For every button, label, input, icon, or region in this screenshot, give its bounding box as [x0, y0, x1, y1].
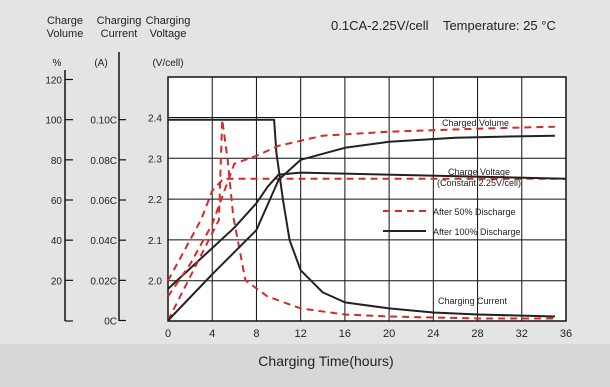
temperature-unit: °C	[541, 18, 556, 33]
data-curves	[167, 118, 567, 322]
annotation-charge-voltage-1: Charge Voltage	[448, 167, 510, 177]
current-tick-label: 0C	[104, 317, 117, 328]
x-tick-label: 24	[427, 328, 439, 340]
x-tick-label: 12	[295, 328, 307, 340]
current-unit: (A)	[94, 58, 107, 69]
volume-tick-label: 80	[51, 156, 63, 167]
volume-axis-header-1: Charge	[47, 15, 83, 27]
annotation-charged-volume: Charged Volume	[442, 118, 509, 128]
voltage-curve-after-50	[167, 177, 566, 282]
volume-unit: %	[53, 58, 62, 69]
current-tick-label: 0.08C	[90, 156, 117, 167]
x-tick-label: 0	[165, 328, 171, 340]
bottom-band	[0, 344, 610, 387]
legend-label-after-100: After 100% Discharge	[433, 227, 521, 237]
volume-tick-label: 60	[51, 196, 63, 207]
current-axis-header-1: Charging	[97, 15, 142, 27]
voltage-unit: (V/cell)	[152, 58, 183, 69]
axes: 0 4 8 12 16 20 24 28 32 36 120 100 80 60 40 20 0.10C 0.08…	[45, 52, 572, 340]
voltage-tick-label: 2.2	[148, 195, 162, 206]
legend-label-after-50: After 50% Discharge	[433, 207, 516, 217]
x-tick-label: 16	[339, 328, 351, 340]
current-tick-label: 0.10C	[90, 116, 117, 127]
x-tick-label: 20	[383, 328, 395, 340]
x-axis-label: Charging Time(hours)	[258, 353, 393, 369]
volume-tick-label: 20	[51, 276, 63, 287]
annotation-charging-current: Charging Current	[438, 296, 508, 306]
volume-curve-after-100	[167, 134, 555, 322]
condition-text: 0.1CA-2.25V/cell	[331, 18, 429, 33]
temperature-text: Temperature: 25	[443, 18, 538, 33]
volume-tick-label: 40	[51, 236, 63, 247]
legend: After 50% Discharge After 100% Discharge	[383, 207, 521, 237]
voltage-tick-label: 2.3	[148, 154, 162, 165]
x-tick-label: 4	[209, 328, 215, 340]
current-curve-after-50	[167, 118, 555, 321]
volume-tick-label: 120	[45, 76, 62, 87]
voltage-tick-label: 2.0	[148, 277, 162, 288]
current-tick-label: 0.02C	[90, 276, 117, 287]
voltage-tick-label: 2.4	[148, 114, 162, 125]
x-tick-label: 36	[560, 328, 572, 340]
voltage-tick-label: 2.1	[148, 236, 162, 247]
current-tick-label: 0.06C	[90, 196, 117, 207]
current-axis-header-2: Current	[101, 28, 138, 40]
voltage-axis-header-1: Charging	[146, 15, 191, 27]
x-tick-label: 28	[471, 328, 483, 340]
current-tick-label: 0.04C	[90, 236, 117, 247]
volume-axis-header-2: Volume	[47, 28, 84, 40]
annotation-charge-voltage-2: (Constant 2.25V/cell)	[437, 178, 521, 188]
volume-curve-after-50	[167, 125, 555, 297]
volume-tick-label: 100	[45, 116, 62, 127]
x-tick-label: 8	[253, 328, 259, 340]
x-tick-label: 32	[516, 328, 528, 340]
test-condition: 0.1CA-2.25V/cell Temperature: 25 °C	[331, 18, 556, 33]
voltage-axis-header-2: Voltage	[150, 28, 187, 40]
grid	[168, 77, 566, 321]
